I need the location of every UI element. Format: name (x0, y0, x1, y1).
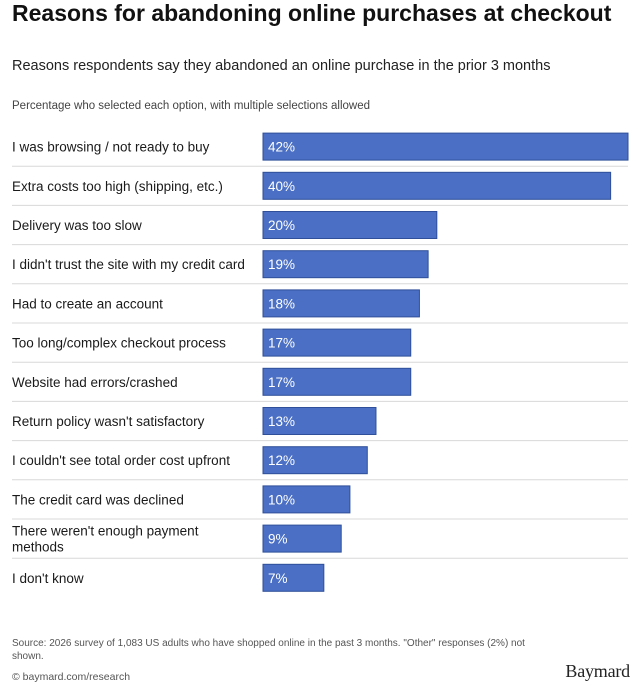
value-label: 12% (268, 453, 295, 468)
bar (262, 328, 412, 357)
category-label: Extra costs too high (shipping, etc.) (12, 179, 223, 194)
value-label: 10% (268, 492, 295, 507)
bar-chart: I was browsing / not ready to buy 42% Extr… (12, 132, 629, 592)
value-label: 40% (268, 179, 295, 194)
category-label: Too long/complex checkout process (12, 336, 226, 351)
bar (262, 250, 429, 279)
category-label: I didn't trust the site with my credit c… (12, 257, 245, 272)
bar (262, 446, 368, 475)
value-label: 7% (268, 571, 288, 586)
bar (262, 211, 438, 239)
source-url: © baymard.com/research (12, 671, 131, 683)
category-label: There weren't enough payment methods (12, 524, 199, 555)
category-label: Return policy wasn't satisfactory (12, 414, 205, 429)
bar (262, 171, 612, 200)
value-label: 42% (268, 140, 295, 155)
chart-note: Percentage who selected each option, wit… (12, 100, 370, 112)
value-label: 9% (268, 532, 288, 547)
value-label: 13% (268, 414, 295, 429)
bar (262, 407, 377, 435)
bar (262, 563, 325, 592)
category-label: Had to create an account (12, 296, 163, 311)
chart-subtitle: Reasons respondents say they abandoned a… (12, 58, 551, 74)
value-label: 20% (268, 218, 295, 233)
category-label: I was browsing / not ready to buy (12, 140, 210, 155)
category-label: I couldn't see total order cost upfront (12, 453, 230, 468)
value-label: 17% (268, 375, 295, 390)
category-label: Website had errors/crashed (12, 375, 178, 390)
category-label: Delivery was too slow (12, 218, 142, 233)
value-label: 17% (268, 336, 295, 351)
brand-logo: Baymard (565, 661, 630, 681)
bar (262, 289, 420, 318)
value-label: 19% (268, 257, 295, 272)
value-label: 18% (268, 296, 295, 311)
chart-title: Reasons for abandoning online purchases … (12, 0, 612, 26)
bar (262, 132, 629, 161)
bar (262, 524, 342, 553)
bar (262, 485, 351, 514)
category-label: The credit card was declined (12, 492, 184, 507)
bar (262, 367, 412, 396)
source-note: Source: 2026 survey of 1,083 US adults w… (12, 638, 525, 662)
category-label: I don't know (12, 571, 84, 586)
